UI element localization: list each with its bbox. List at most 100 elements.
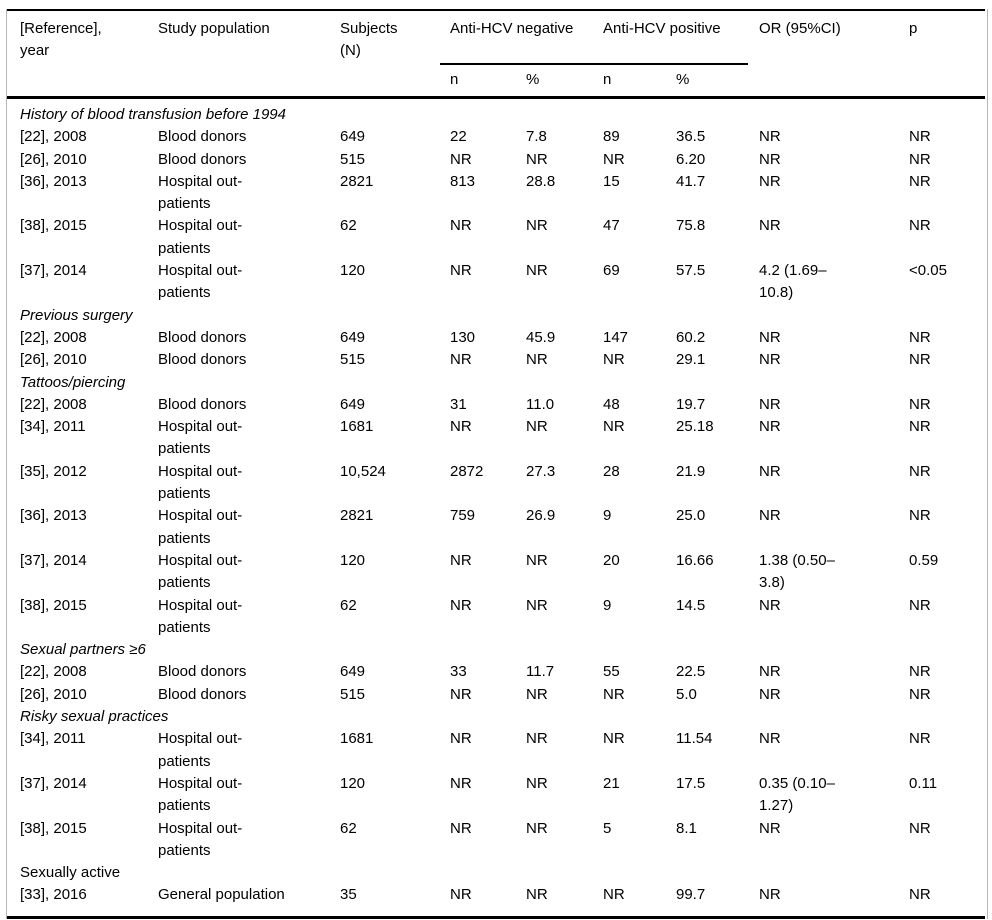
- cell-or: NR: [759, 886, 781, 904]
- cell-or: 0.35 (0.10– 1.27): [759, 774, 835, 815]
- cell-population: General population: [158, 886, 285, 904]
- cell-or: NR: [759, 351, 781, 369]
- cell-neg_pct: 7.8: [526, 128, 547, 146]
- subcol-header-positive-n: n: [603, 64, 676, 99]
- cell-or: NR: [759, 217, 781, 235]
- cell-p: NR: [909, 217, 931, 235]
- section-row: History of blood transfusion before 1994: [7, 98, 985, 127]
- cell-pos_n: 21: [603, 774, 620, 792]
- cell-pos_n: 47: [603, 217, 620, 235]
- cell-p: NR: [909, 150, 931, 168]
- cell-reference: [26], 2010: [20, 150, 87, 168]
- cell-neg_pct: NR: [526, 262, 548, 280]
- cell-reference: [36], 2013: [20, 172, 87, 190]
- cell-reference: [37], 2014: [20, 551, 87, 569]
- cell-pos_n: 9: [603, 596, 612, 614]
- section-row: Sexually active: [7, 862, 985, 884]
- cell-p: NR: [909, 730, 931, 748]
- cell-reference: [38], 2015: [20, 217, 87, 235]
- cell-population: Blood donors: [158, 328, 247, 346]
- cell-subjects: 120: [340, 551, 366, 569]
- cell-reference: [22], 2008: [20, 663, 87, 681]
- cell-pos_n: 147: [603, 328, 629, 346]
- cell-neg_pct: NR: [526, 217, 548, 235]
- cell-population: Hospital out- patients: [158, 551, 243, 592]
- cell-neg_pct: NR: [526, 551, 548, 569]
- cell-population: Blood donors: [158, 128, 247, 146]
- section-row: Risky sexual practices: [7, 706, 985, 728]
- cell-subjects: 2821: [340, 507, 374, 525]
- cell-p: NR: [909, 596, 931, 614]
- section-label: Sexual partners ≥6: [20, 641, 146, 659]
- cell-pos_pct: 25.18: [676, 418, 714, 436]
- cell-neg_n: NR: [450, 685, 472, 703]
- cell-pos_pct: 19.7: [676, 395, 706, 413]
- cell-pos_pct: 11.54: [676, 730, 713, 748]
- col-header-anti-hcv-positive: Anti-HCV positive: [603, 10, 749, 65]
- section-label: Previous surgery: [20, 306, 133, 324]
- cell-or: NR: [759, 819, 781, 837]
- cell-subjects: 649: [340, 395, 366, 413]
- cell-pos_pct: 60.2: [676, 328, 706, 346]
- cell-subjects: 62: [340, 819, 357, 837]
- study-row: [33], 2016 General population 35 NR NR NR 99.7…: [7, 884, 985, 917]
- cell-pos_pct: 5.0: [676, 685, 697, 703]
- cell-or: 4.2 (1.69– 10.8): [759, 262, 827, 302]
- cell-neg_pct: NR: [526, 886, 548, 904]
- cell-population: Blood donors: [158, 395, 247, 413]
- cell-reference: [33], 2016: [20, 886, 87, 904]
- cell-neg_n: NR: [450, 418, 472, 436]
- cell-pos_n: 15: [603, 172, 620, 190]
- cell-neg_n: 759: [450, 507, 476, 525]
- cell-pos_pct: 6.20: [676, 150, 706, 168]
- cell-p: NR: [909, 172, 931, 190]
- cell-neg_n: 22: [450, 128, 467, 146]
- cell-subjects: 1681: [340, 418, 374, 436]
- cell-or: NR: [759, 663, 781, 681]
- cell-neg_n: NR: [450, 150, 472, 168]
- col-header-study-population: Study population: [158, 10, 340, 99]
- cell-or: NR: [759, 462, 781, 480]
- cell-pos_pct: 17.5: [676, 774, 706, 792]
- cell-reference: [38], 2015: [20, 596, 87, 614]
- cell-subjects: 35: [340, 886, 357, 904]
- col-header-reference-year: [Reference], year: [7, 10, 158, 99]
- subcol-header-negative-pct: %: [526, 64, 603, 99]
- cell-or: NR: [759, 128, 781, 146]
- table-body: History of blood transfusion before 1994…: [7, 98, 985, 918]
- study-row: [22], 2008 Blood donors 649 33 11.7 55 22.5 NR N…: [7, 661, 985, 683]
- col-header-or-95ci: OR (95%CI): [748, 10, 910, 99]
- cell-p: NR: [909, 351, 931, 369]
- cell-population: Blood donors: [158, 685, 247, 703]
- study-row: [34], 2011 Hospital out- patients 1681 NR NR…: [7, 416, 985, 461]
- cell-pos_n: 69: [603, 262, 620, 280]
- cell-pos_n: 48: [603, 395, 620, 413]
- cell-neg_n: 130: [450, 328, 476, 346]
- cell-or: NR: [759, 328, 781, 346]
- cell-p: NR: [909, 418, 931, 436]
- section-label: History of blood transfusion before 1994: [20, 106, 286, 123]
- cell-reference: [37], 2014: [20, 774, 87, 792]
- col-header-p: p: [909, 10, 986, 99]
- cell-neg_pct: 11.7: [526, 663, 555, 681]
- cell-subjects: 62: [340, 217, 357, 235]
- subcol-header-negative-n: n: [440, 64, 526, 99]
- cell-neg_pct: NR: [526, 351, 548, 369]
- cell-or: NR: [759, 685, 781, 703]
- study-row: [22], 2008 Blood donors 649 130 45.9 147 60.2 N…: [7, 327, 985, 349]
- cell-population: Hospital out- patients: [158, 262, 243, 302]
- cell-reference: [38], 2015: [20, 819, 87, 837]
- cell-neg_n: 33: [450, 663, 467, 681]
- cell-neg_n: NR: [450, 819, 472, 837]
- cell-reference: [26], 2010: [20, 351, 87, 369]
- section-row: Tattoos/piercing: [7, 372, 985, 394]
- cell-or: NR: [759, 418, 781, 436]
- cell-population: Hospital out- patients: [158, 418, 243, 458]
- cell-p: NR: [909, 886, 931, 904]
- cell-p: NR: [909, 685, 931, 703]
- cell-p: NR: [909, 507, 931, 525]
- study-row: [38], 2015 Hospital out- patients 62 NR NR 9 1…: [7, 595, 985, 640]
- cell-reference: [37], 2014: [20, 262, 87, 280]
- cell-neg_n: NR: [450, 551, 472, 569]
